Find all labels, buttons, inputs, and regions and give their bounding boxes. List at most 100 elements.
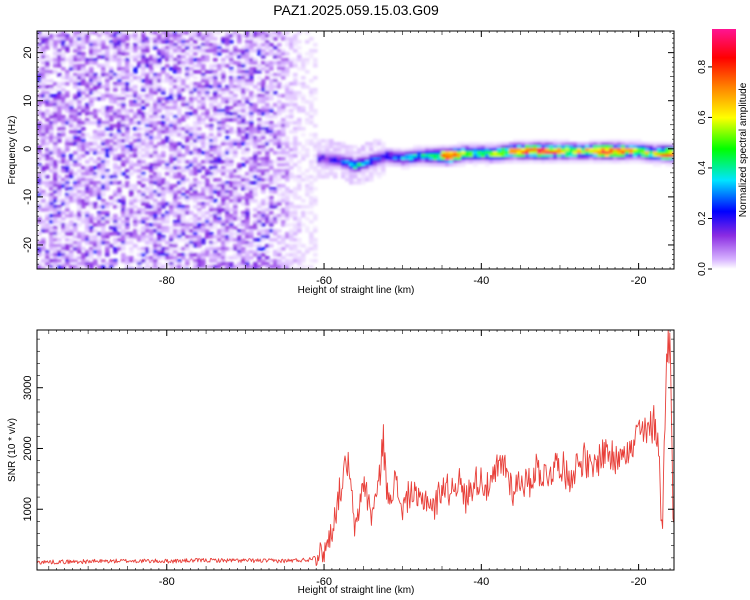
heatmap-cell: [213, 247, 218, 251]
heatmap-cell: [61, 88, 66, 92]
heatmap-cell: [213, 250, 218, 254]
heatmap-cell: [181, 223, 186, 227]
heatmap-cell: [129, 205, 134, 209]
heatmap-cell: [629, 154, 634, 158]
heatmap-cell: [117, 76, 122, 80]
heatmap-cell: [281, 106, 286, 110]
heatmap-cell: [45, 151, 50, 155]
heatmap-cell: [669, 154, 674, 158]
heatmap-cell: [61, 151, 66, 155]
heatmap-cell: [185, 106, 190, 110]
heatmap-cell: [241, 91, 246, 95]
heatmap-cell: [177, 187, 182, 191]
heatmap-cell: [273, 142, 278, 146]
heatmap-cell: [285, 52, 290, 56]
heatmap-cell: [633, 139, 638, 143]
heatmap-cell: [137, 136, 142, 140]
heatmap-cell: [577, 160, 582, 164]
heatmap-cell: [45, 61, 50, 65]
heatmap-cell: [209, 37, 214, 41]
heatmap-cell: [193, 109, 198, 113]
heatmap-cell: [161, 91, 166, 95]
heatmap-cell: [293, 64, 298, 68]
heatmap-cell: [69, 211, 74, 215]
heatmap-cell: [61, 100, 66, 104]
heatmap-cell: [181, 157, 186, 161]
heatmap-cell: [253, 40, 258, 44]
heatmap-cell: [149, 211, 154, 215]
heatmap-cell: [101, 67, 106, 71]
heatmap-cell: [285, 121, 290, 125]
heatmap-cell: [153, 85, 158, 89]
heatmap-cell: [405, 166, 410, 170]
heatmap-cell: [313, 229, 318, 233]
heatmap-cell: [177, 76, 182, 80]
heatmap-cell: [121, 88, 126, 92]
heatmap-cell: [161, 187, 166, 191]
heatmap-cell: [285, 124, 290, 128]
heatmap-cell: [205, 190, 210, 194]
heatmap-cell: [61, 46, 66, 50]
heatmap-cell: [41, 226, 46, 230]
heatmap-cell: [233, 46, 238, 50]
heatmap-cell: [37, 109, 42, 113]
heatmap-cell: [297, 151, 302, 155]
heatmap-cell: [257, 223, 262, 227]
heatmap-cell: [309, 232, 314, 236]
heatmap-cell: [573, 145, 578, 149]
heatmap-cell: [313, 196, 318, 200]
heatmap-cell: [281, 94, 286, 98]
heatmap-cell: [181, 154, 186, 158]
heatmap-cell: [145, 166, 150, 170]
heatmap-cell: [245, 265, 250, 269]
heatmap-cell: [193, 223, 198, 227]
heatmap-cell: [149, 151, 154, 155]
heatmap-cell: [197, 235, 202, 239]
heatmap-cell: [277, 241, 282, 245]
heatmap-cell: [65, 46, 70, 50]
heatmap-cell: [153, 175, 158, 179]
heatmap-cell: [141, 139, 146, 143]
heatmap-cell: [141, 79, 146, 83]
heatmap-cell: [117, 142, 122, 146]
heatmap-cell: [121, 148, 126, 152]
heatmap-cell: [285, 61, 290, 65]
heatmap-cell: [593, 145, 598, 149]
heatmap-cell: [49, 121, 54, 125]
heatmap-cell: [509, 160, 514, 164]
heatmap-cell: [185, 160, 190, 164]
heatmap-cell: [325, 163, 330, 167]
heatmap-cell: [193, 163, 198, 167]
heatmap-cell: [149, 217, 154, 221]
heatmap-cell: [241, 49, 246, 53]
heatmap-cell: [197, 208, 202, 212]
heatmap-cell: [145, 97, 150, 101]
heatmap-cell: [329, 157, 334, 161]
heatmap-cell: [249, 187, 254, 191]
heatmap-cell: [57, 148, 62, 152]
heatmap-cell: [465, 160, 470, 164]
heatmap-cell: [85, 259, 90, 263]
heatmap-cell: [221, 166, 226, 170]
heatmap-cell: [525, 157, 530, 161]
heatmap-cell: [129, 265, 134, 269]
heatmap-cell: [109, 109, 114, 113]
heatmap-cell: [77, 130, 82, 134]
heatmap-cell: [181, 178, 186, 182]
heatmap-cell: [209, 43, 214, 47]
heatmap-cell: [237, 76, 242, 80]
heatmap-cell: [105, 181, 110, 185]
heatmap-cell: [317, 163, 322, 167]
heatmap-cell: [57, 82, 62, 86]
heatmap-cell: [257, 229, 262, 233]
heatmap-cell: [297, 250, 302, 254]
heatmap-cell: [181, 187, 186, 191]
heatmap-cell: [645, 157, 650, 161]
heatmap-cell: [49, 193, 54, 197]
heatmap-cell: [653, 142, 658, 146]
heatmap-cell: [141, 175, 146, 179]
heatmap-cell: [513, 151, 518, 155]
heatmap-cell: [313, 157, 318, 161]
heatmap-cell: [105, 184, 110, 188]
heatmap-cell: [149, 163, 154, 167]
